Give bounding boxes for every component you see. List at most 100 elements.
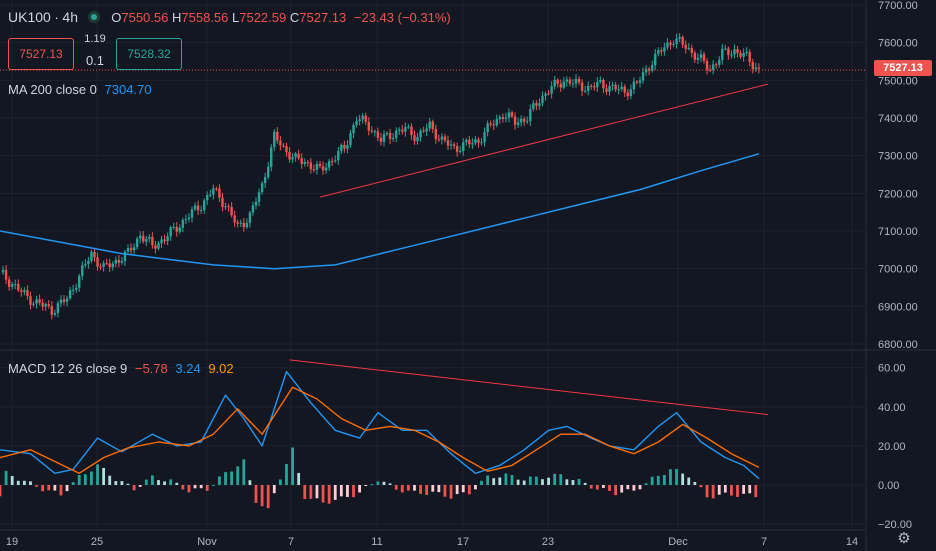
- macd-histogram-bar: [370, 484, 374, 486]
- candle-body: [303, 162, 306, 164]
- candle-body: [53, 312, 57, 315]
- candle-body: [690, 48, 694, 53]
- open-value: 7550.56: [121, 10, 169, 25]
- candle-body: [510, 112, 514, 117]
- candle-body: [318, 163, 322, 167]
- candle-body: [358, 119, 361, 121]
- macd-histogram-bar: [632, 485, 636, 491]
- candle-body: [535, 103, 538, 106]
- candle-body: [209, 194, 212, 196]
- candle-body: [251, 205, 255, 213]
- macd-histogram-bar: [480, 480, 483, 485]
- close-label: C: [289, 10, 300, 25]
- macd-histogram-bar: [339, 485, 343, 497]
- macd-histogram-bar: [736, 485, 739, 497]
- candle-body: [276, 131, 279, 141]
- sell-button[interactable]: 7527.13: [8, 38, 74, 70]
- symbol-name[interactable]: UK100: [8, 9, 51, 25]
- candle-body: [99, 266, 102, 268]
- macd-histogram-bar: [449, 485, 453, 499]
- candle-body: [727, 48, 730, 56]
- candle-body: [449, 144, 453, 146]
- candle-body: [334, 160, 337, 162]
- candle-body: [702, 54, 706, 62]
- macd-label[interactable]: MACD 12 26 close 9: [8, 361, 128, 376]
- candle-body: [632, 81, 636, 90]
- price-axis-label: 7400.00: [878, 113, 918, 125]
- macd-histogram-bar: [431, 485, 435, 492]
- candle-body: [50, 305, 54, 315]
- candle-body: [315, 163, 319, 170]
- candle-body: [291, 157, 294, 160]
- interval[interactable]: 4h: [62, 9, 78, 25]
- candle-body: [635, 81, 639, 83]
- candle-body: [410, 126, 413, 136]
- candle-body: [754, 67, 758, 70]
- macd-histogram-bar: [388, 483, 392, 485]
- candle-body: [736, 49, 739, 53]
- candle-body: [468, 139, 471, 145]
- high-value: 7558.56: [181, 10, 229, 25]
- price-axis-label: 6900.00: [878, 301, 918, 313]
- candle-body: [526, 121, 529, 123]
- candle-body: [29, 296, 32, 305]
- macd-histogram-bar: [29, 481, 32, 485]
- candle-body: [355, 120, 358, 126]
- candle-body: [172, 226, 175, 228]
- buy-button[interactable]: 7528.32: [116, 38, 182, 70]
- macd-axis-label: 0.00: [878, 480, 899, 492]
- candle-body: [44, 304, 47, 307]
- macd-histogram-bar: [230, 471, 234, 485]
- macd-histogram-bar: [150, 475, 154, 485]
- candle-body: [507, 112, 511, 118]
- candle-body: [669, 42, 672, 45]
- candle-body: [446, 140, 450, 146]
- candle-body: [151, 236, 154, 246]
- candle-body: [74, 287, 78, 290]
- candle-body: [489, 123, 492, 125]
- candle-body: [605, 88, 608, 92]
- macd-histogram-bar: [589, 485, 593, 489]
- candle-body: [7, 279, 11, 287]
- candle-body: [300, 158, 303, 164]
- ma-200-line: [0, 153, 760, 270]
- candle-body: [641, 72, 645, 81]
- macd-histogram-bar: [285, 463, 288, 485]
- macd-histogram-bar: [443, 485, 447, 497]
- candle-body: [14, 284, 17, 286]
- macd-histogram-bar: [730, 485, 733, 496]
- candle-body: [81, 265, 84, 276]
- candle-body: [20, 290, 23, 292]
- settings-gear-icon[interactable]: ⚙: [897, 530, 911, 547]
- candle-body: [577, 78, 581, 83]
- candle-body: [388, 133, 392, 140]
- price-axis-label: 7500.00: [878, 75, 918, 87]
- candle-body: [590, 85, 593, 87]
- candle-body: [221, 197, 224, 208]
- candle-body: [516, 122, 520, 125]
- time-axis-label: 11: [371, 536, 382, 548]
- candle-body: [660, 50, 663, 52]
- macd-histogram-bar: [528, 476, 532, 485]
- candle-body: [724, 48, 727, 50]
- macd-histogram-bar: [102, 467, 106, 485]
- macd-histogram-bar: [346, 485, 349, 497]
- macd-trendline: [289, 359, 769, 416]
- macd-histogram-bar: [559, 474, 563, 485]
- candle-body: [611, 84, 614, 87]
- candle-body: [422, 130, 425, 132]
- time-axis-label: 7: [288, 536, 294, 548]
- quantity-value[interactable]: 0.1: [85, 53, 105, 68]
- candle-body: [10, 284, 14, 287]
- ma-label[interactable]: MA 200 close 0: [8, 82, 97, 97]
- candle-body: [294, 153, 297, 158]
- candle-body: [306, 162, 310, 164]
- candle-body: [96, 257, 99, 267]
- candle-body: [41, 302, 44, 307]
- candle-body: [263, 177, 267, 184]
- candle-body: [233, 215, 236, 223]
- candle-body: [608, 86, 611, 92]
- candle-body: [483, 132, 486, 143]
- ma-value: 7304.70: [104, 82, 152, 97]
